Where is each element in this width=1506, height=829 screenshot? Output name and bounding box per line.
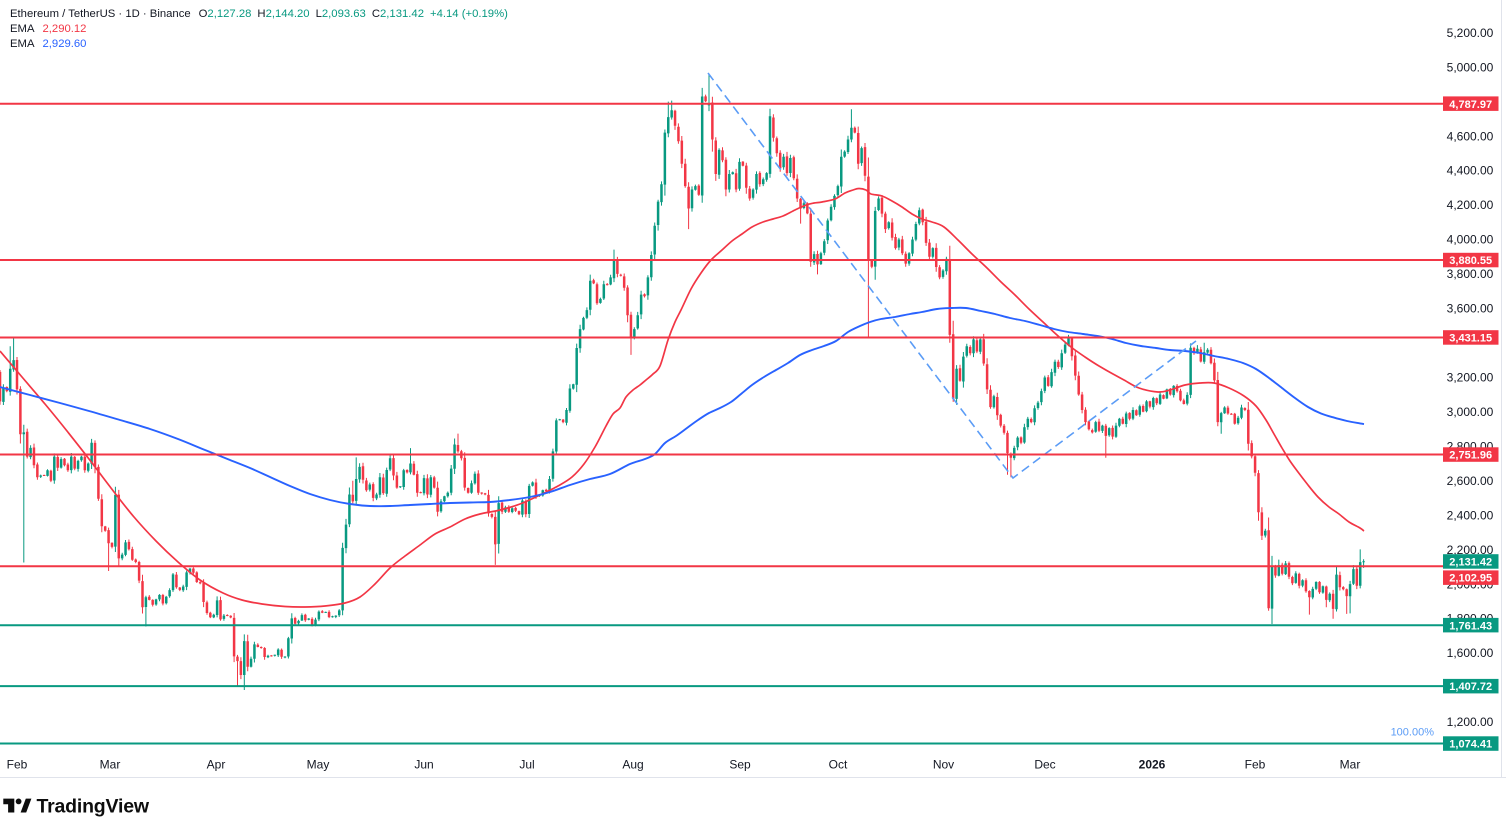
- svg-text:4,600.00: 4,600.00: [1447, 129, 1494, 143]
- svg-text:1,600.00: 1,600.00: [1447, 646, 1494, 660]
- svg-text:3,600.00: 3,600.00: [1447, 302, 1494, 316]
- svg-text:4,400.00: 4,400.00: [1447, 164, 1494, 178]
- svg-text:Jul: Jul: [519, 758, 534, 772]
- svg-text:2,751.96: 2,751.96: [1449, 450, 1492, 462]
- svg-text:2,102.95: 2,102.95: [1449, 573, 1492, 585]
- svg-text:4,200.00: 4,200.00: [1447, 198, 1494, 212]
- svg-text:Mar: Mar: [1340, 758, 1361, 772]
- svg-text:1,407.72: 1,407.72: [1449, 681, 1492, 693]
- svg-text:TradingView: TradingView: [37, 796, 150, 818]
- svg-text:3,431.15: 3,431.15: [1449, 333, 1492, 345]
- svg-text:Sep: Sep: [729, 758, 751, 772]
- svg-text:2,200.00: 2,200.00: [1447, 543, 1494, 557]
- svg-text:3,000.00: 3,000.00: [1447, 405, 1494, 419]
- svg-text:3,200.00: 3,200.00: [1447, 371, 1494, 385]
- svg-text:Jun: Jun: [414, 758, 433, 772]
- svg-text:Oct: Oct: [829, 758, 848, 772]
- svg-text:Feb: Feb: [1245, 758, 1266, 772]
- svg-text:2,600.00: 2,600.00: [1447, 474, 1494, 488]
- svg-text:Ethereum / TetherUS · 1D · Bin: Ethereum / TetherUS · 1D · Binance O2,127…: [10, 8, 508, 20]
- svg-text:May: May: [307, 758, 330, 772]
- svg-text:5,200.00: 5,200.00: [1447, 26, 1494, 40]
- svg-text:Mar: Mar: [100, 758, 121, 772]
- svg-text:3,800.00: 3,800.00: [1447, 267, 1494, 281]
- svg-text:1,761.43: 1,761.43: [1449, 620, 1492, 632]
- svg-text:1,200.00: 1,200.00: [1447, 715, 1494, 729]
- svg-text:Nov: Nov: [933, 758, 954, 772]
- svg-text:4,000.00: 4,000.00: [1447, 233, 1494, 247]
- svg-text:2026: 2026: [1139, 758, 1166, 772]
- svg-text:Dec: Dec: [1034, 758, 1055, 772]
- svg-text:100.00%: 100.00%: [1391, 727, 1435, 739]
- svg-text:5,000.00: 5,000.00: [1447, 60, 1494, 74]
- svg-text:3,880.55: 3,880.55: [1449, 255, 1492, 267]
- svg-text:Aug: Aug: [622, 758, 643, 772]
- svg-text:4,787.97: 4,787.97: [1449, 99, 1492, 111]
- svg-text:Apr: Apr: [207, 758, 226, 772]
- svg-text:2,400.00: 2,400.00: [1447, 508, 1494, 522]
- svg-text:2,131.42: 2,131.42: [1449, 557, 1492, 569]
- svg-text:Feb: Feb: [7, 758, 28, 772]
- svg-text:1,074.41: 1,074.41: [1449, 739, 1492, 751]
